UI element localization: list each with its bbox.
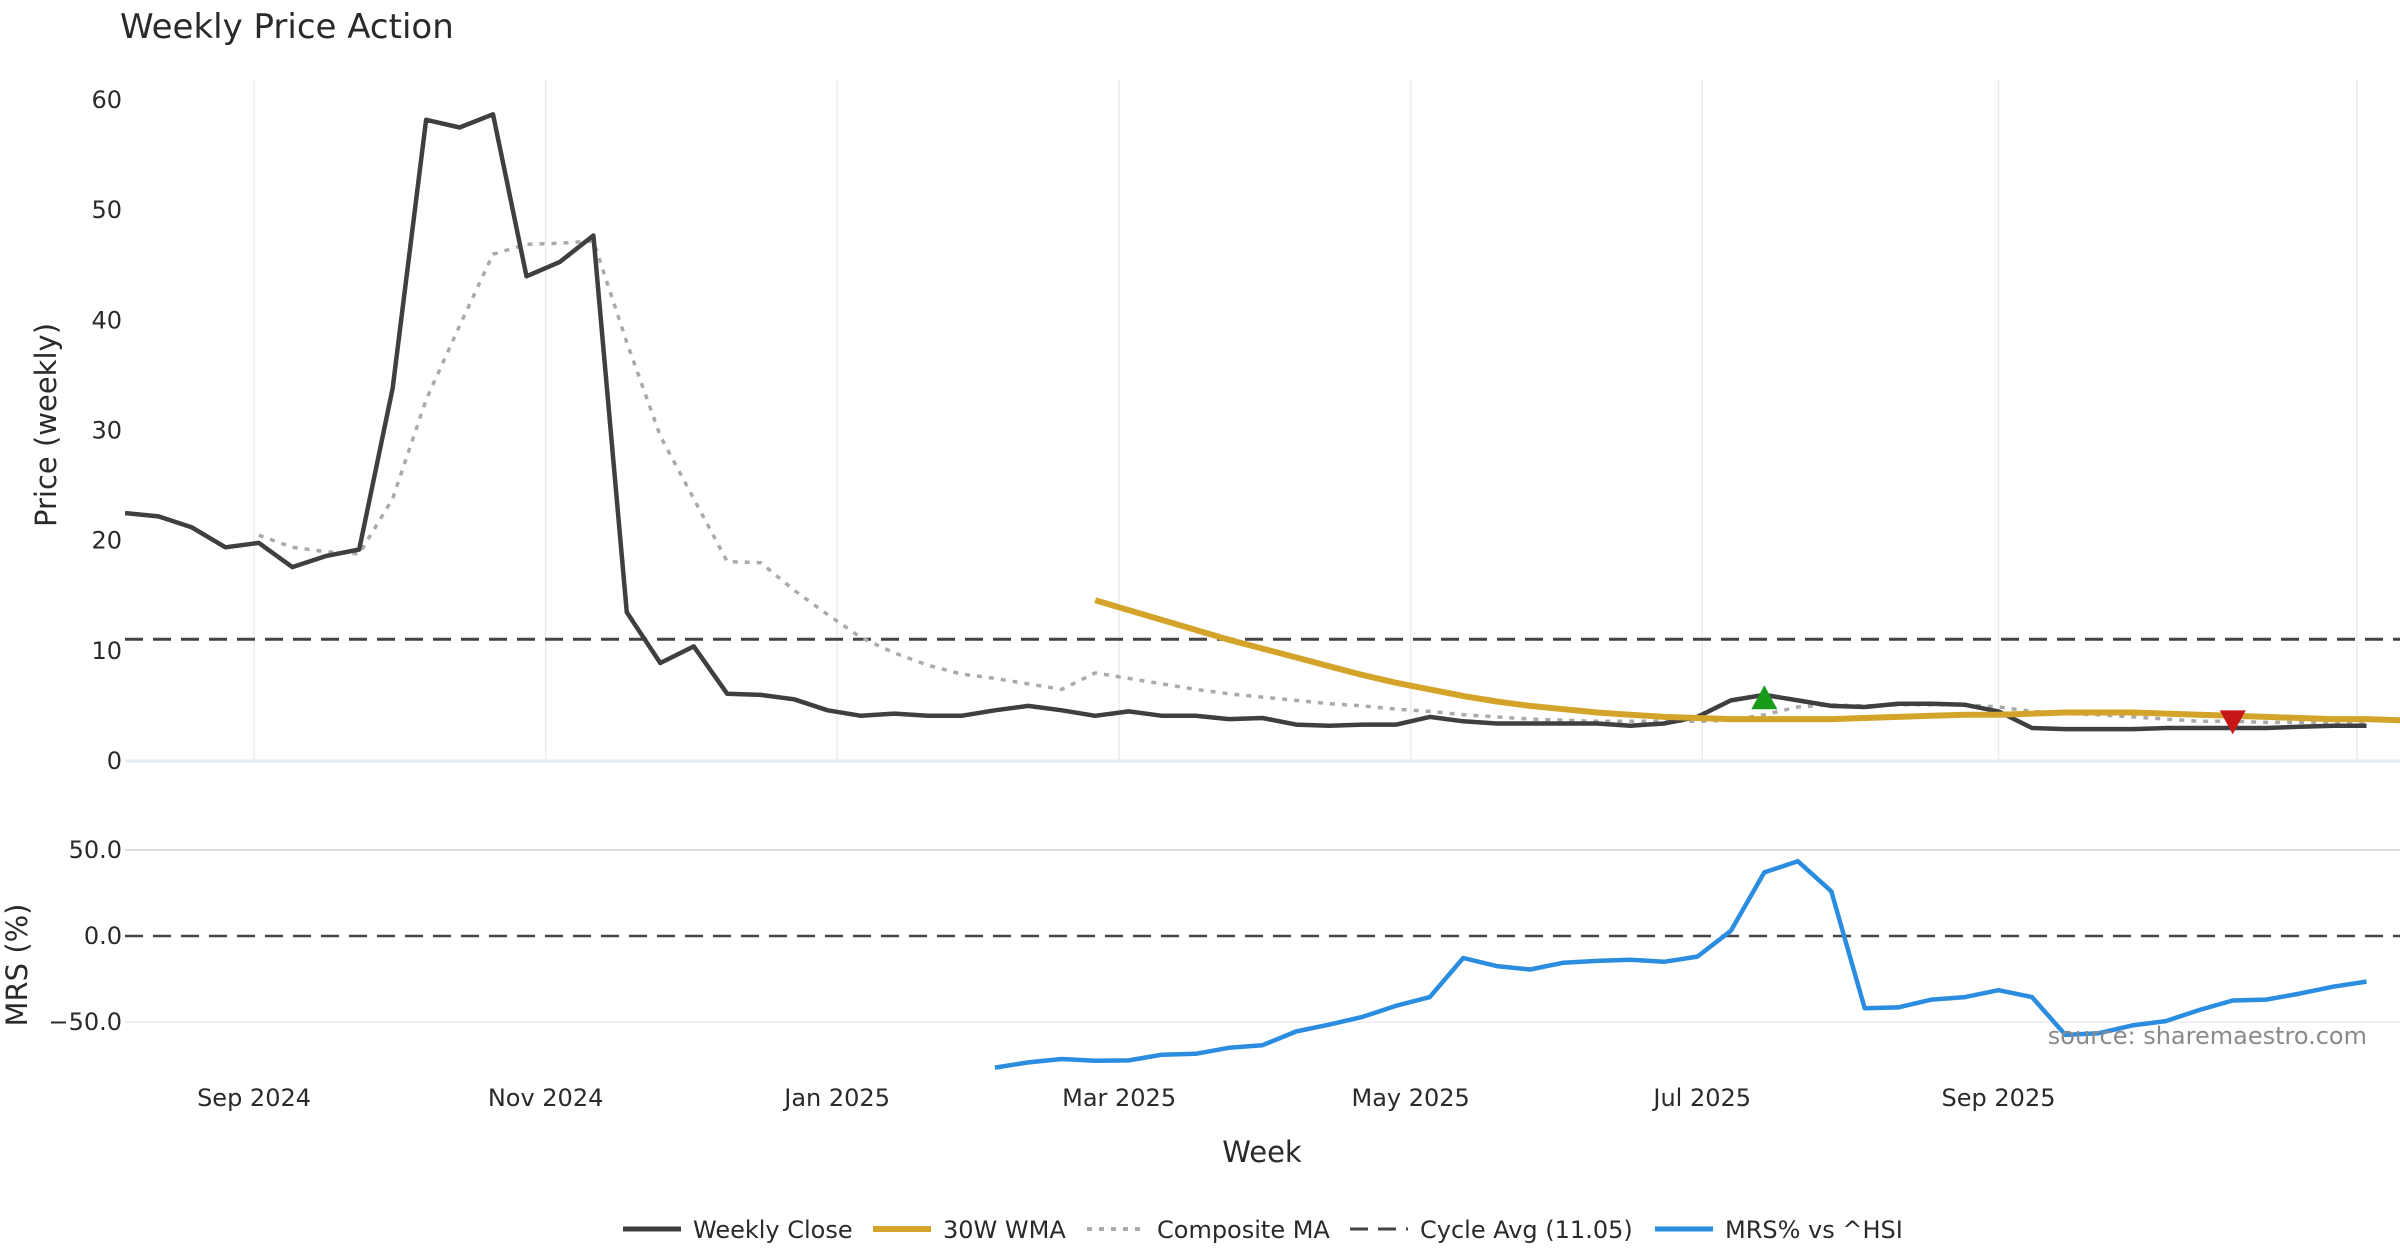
x-axis-ticks: Sep 2024 Nov 2024 Jan 2025 Mar 2025 May 2025…	[197, 1084, 2055, 1112]
mrs-y-tick-label: 50.0	[69, 836, 122, 864]
price-y-tick-label: 40	[91, 306, 122, 334]
price-y-tick-label: 30	[91, 417, 122, 445]
legend: Weekly Close 30W WMA Composite MA Cycle Avg…	[623, 1216, 1903, 1244]
mrs-y-ticks: −50.0 0.0 50.0	[48, 836, 122, 1036]
mrs-y-tick-label: 0.0	[84, 922, 122, 950]
legend-label-mrs: MRS% vs ^HSI	[1725, 1216, 1903, 1244]
price-y-axis-label: Price (weekly)	[29, 323, 63, 527]
x-tick-label: Mar 2025	[1062, 1084, 1176, 1112]
price-y-tick-label: 60	[91, 86, 122, 114]
x-tick-label: Sep 2025	[1942, 1084, 2056, 1112]
buy-signal-marker	[1751, 685, 1778, 710]
mrs-y-tick-label: −50.0	[48, 1008, 122, 1036]
legend-item-mrs: MRS% vs ^HSI	[1655, 1216, 1903, 1244]
legend-label-cycle: Cycle Avg (11.05)	[1420, 1216, 1633, 1244]
chart-title: Weekly Price Action	[120, 7, 454, 47]
weekly-close-line	[125, 112, 2367, 732]
legend-label-composite: Composite MA	[1157, 1216, 1330, 1244]
legend-item-cycle: Cycle Avg (11.05)	[1350, 1216, 1633, 1244]
x-tick-label: Nov 2024	[488, 1084, 604, 1112]
mrs-line	[994, 858, 2367, 1070]
price-grid	[125, 80, 2400, 763]
price-y-tick-label: 0	[107, 747, 122, 775]
signal-markers	[1751, 685, 2246, 735]
price-y-tick-label: 10	[91, 637, 122, 665]
price-y-tick-label: 20	[91, 527, 122, 555]
price-y-tick-label: 50	[91, 196, 122, 224]
price-y-ticks: 0 10 20 30 40 50 60	[91, 86, 122, 775]
x-tick-label: May 2025	[1351, 1084, 1469, 1112]
legend-label-wma: 30W WMA	[943, 1216, 1066, 1244]
legend-label-close: Weekly Close	[693, 1216, 853, 1244]
legend-item-wma: 30W WMA	[873, 1216, 1066, 1244]
x-tick-label: Sep 2024	[197, 1084, 311, 1112]
mrs-grid	[125, 849, 2400, 1023]
wma-30w-line	[1094, 597, 2400, 724]
composite-ma-line	[258, 239, 2367, 725]
source-note: source: sharemaestro.com	[2048, 1022, 2367, 1050]
sell-signal-marker	[2219, 710, 2246, 735]
legend-item-close: Weekly Close	[623, 1216, 853, 1244]
mrs-y-axis-label: MRS (%)	[0, 904, 34, 1027]
legend-item-composite: Composite MA	[1087, 1216, 1330, 1244]
x-tick-label: Jul 2025	[1651, 1084, 1751, 1112]
x-tick-label: Jan 2025	[782, 1084, 890, 1112]
series-layer	[125, 112, 2400, 1070]
x-axis-label: Week	[1222, 1135, 1302, 1169]
